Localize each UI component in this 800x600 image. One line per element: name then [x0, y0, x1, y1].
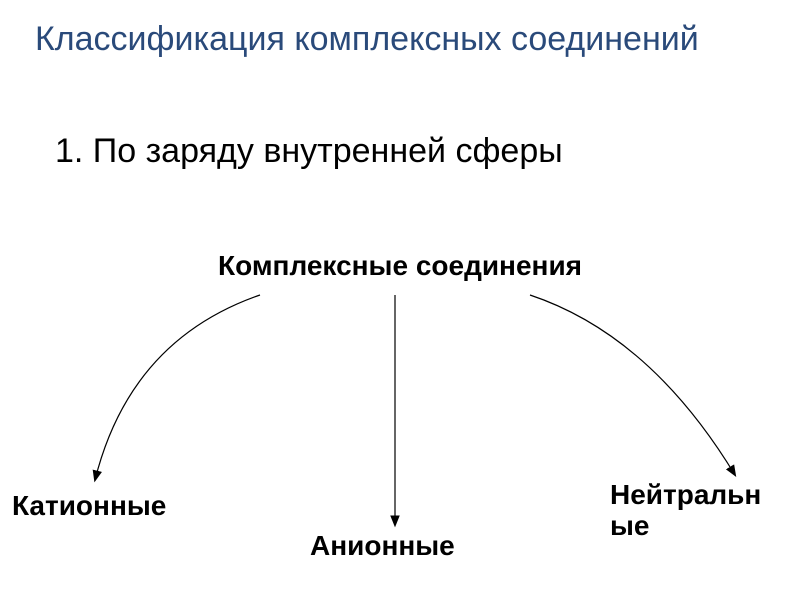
root-node-label: Комплексные соединения	[218, 250, 582, 282]
branch-right-label: Нейтральн ые	[610, 480, 800, 542]
branch-center-label: Анионные	[310, 530, 455, 562]
slide-subtitle: 1. По заряду внутренней сферы	[55, 130, 563, 173]
branch-left-label: Катионные	[12, 490, 166, 522]
arrow-left	[95, 295, 260, 480]
arrow-right	[530, 295, 735, 475]
slide-title: Классификация комплексных соединений	[35, 18, 699, 61]
